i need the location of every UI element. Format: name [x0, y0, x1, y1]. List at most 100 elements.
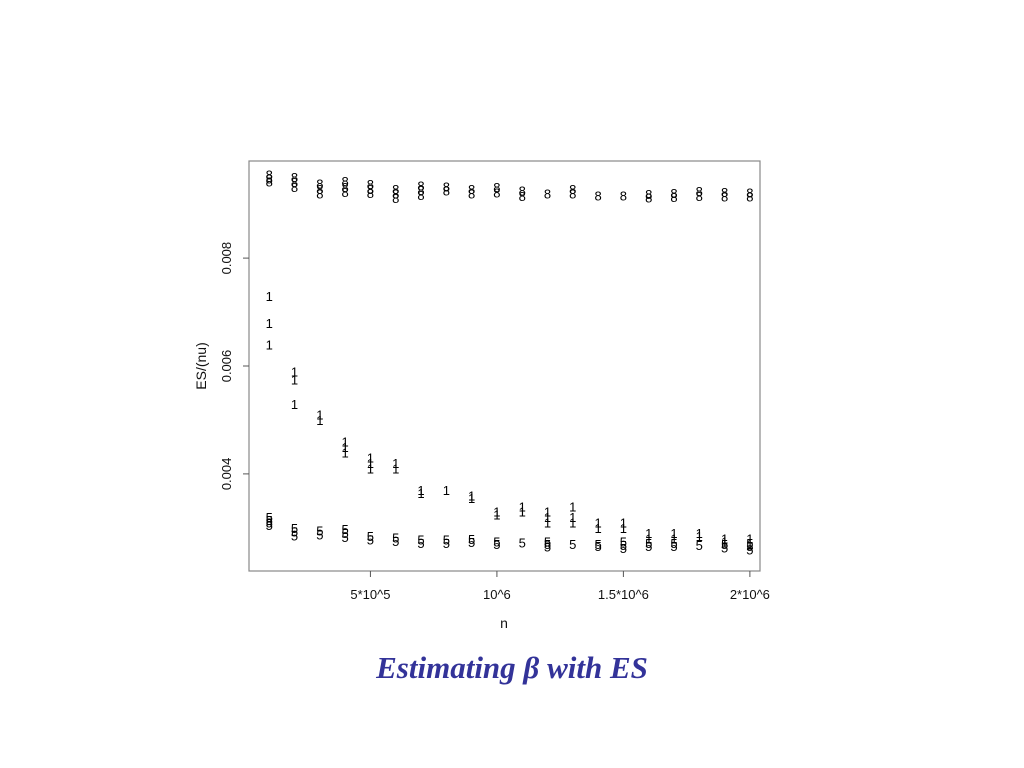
data-point: 5	[519, 535, 526, 550]
data-point: 8	[291, 175, 298, 190]
data-point: 1	[367, 451, 374, 466]
data-point: 8	[392, 186, 399, 201]
data-point: 1	[594, 521, 601, 536]
x-tick-label: 2*10^6	[730, 587, 770, 602]
data-point: 5	[291, 528, 298, 543]
data-point: 1	[746, 532, 753, 547]
data-point: 1	[291, 372, 298, 387]
data-point: 5	[544, 537, 551, 552]
data-point: 1	[443, 483, 450, 498]
y-tick-label: 0.004	[219, 458, 234, 491]
data-point: 8	[417, 183, 424, 198]
data-point: 1	[417, 486, 424, 501]
data-point: 8	[316, 182, 323, 197]
data-point: 8	[746, 190, 753, 205]
y-axis-label: ES/(nu)	[193, 342, 209, 389]
data-point: 5	[721, 540, 728, 555]
data-point: 5	[670, 536, 677, 551]
plot-frame	[248, 160, 761, 572]
data-point: 1	[468, 488, 475, 503]
data-point: 1	[342, 435, 349, 450]
data-point: 8	[468, 186, 475, 201]
x-axis: 5*10^5 10^6 1.5*10^6 2*10^6	[350, 571, 770, 602]
data-point: 1	[594, 515, 601, 530]
data-point: 8	[594, 189, 601, 204]
data-point: 8	[721, 185, 728, 200]
data-point: 8	[493, 185, 500, 200]
data-point: 8	[645, 191, 652, 206]
data-point: 5	[746, 542, 753, 557]
data-point: 1	[721, 534, 728, 549]
data-point: 5	[443, 536, 450, 551]
data-point: 1	[519, 505, 526, 520]
beta-symbol: β	[523, 650, 540, 685]
data-point: 5	[392, 531, 399, 546]
data-point: 8	[316, 177, 323, 192]
data-point: 8	[367, 186, 374, 201]
data-point: 5	[266, 518, 273, 533]
chart: 5*10^5 10^6 1.5*10^6 2*10^6 0.004 0.006 0.008…	[193, 160, 770, 631]
data-point: 8	[291, 170, 298, 185]
data-point: 1	[696, 526, 703, 541]
data-point: 8	[696, 189, 703, 204]
data-point: 5	[645, 539, 652, 554]
data-point: 1	[367, 456, 374, 471]
data-point: 5	[316, 524, 323, 539]
x-tick-label: 1.5*10^6	[598, 587, 649, 602]
data-point: 5	[266, 515, 273, 530]
x-axis-label: n	[500, 615, 508, 631]
data-point: 8	[342, 174, 349, 189]
data-point: 8	[746, 185, 753, 200]
data-point: 1	[316, 408, 323, 423]
caption-text-end: with ES	[547, 650, 648, 685]
data-point: 5	[620, 534, 627, 549]
data-point: 8	[519, 184, 526, 199]
data-point: 8	[392, 191, 399, 206]
data-point: 1	[569, 515, 576, 530]
data-point: 8	[266, 171, 273, 186]
data-point: 8	[266, 175, 273, 190]
data-point: 8	[417, 188, 424, 203]
x-tick-label: 10^6	[483, 587, 511, 602]
data-point: 5	[342, 526, 349, 541]
data-point: 1	[342, 445, 349, 460]
data-point: 8	[696, 184, 703, 199]
data-point: 1	[468, 491, 475, 506]
data-point: 1	[493, 505, 500, 520]
data-point: 1	[746, 537, 753, 552]
data-point: 1	[519, 499, 526, 514]
data-point: 5	[569, 537, 576, 552]
data-point: 5	[291, 525, 298, 540]
data-point: 1	[544, 505, 551, 520]
data-point: 5	[746, 539, 753, 554]
data-point: 8	[544, 186, 551, 201]
data-point: 8	[342, 180, 349, 195]
data-point: 5	[544, 534, 551, 549]
data-point: 5	[721, 537, 728, 552]
data-point: 8	[342, 185, 349, 200]
data-point: 5	[367, 529, 374, 544]
data-point: 1	[620, 515, 627, 530]
data-point: 1	[569, 510, 576, 525]
y-axis: 0.004 0.006 0.008	[219, 242, 249, 490]
data-point: 5	[696, 538, 703, 553]
data-point: 1	[544, 510, 551, 525]
data-point: 1	[342, 440, 349, 455]
data-point: 1	[696, 529, 703, 544]
data-point: 5	[544, 540, 551, 555]
data-point: 5	[367, 533, 374, 548]
caption-text-start: Estimating	[376, 650, 516, 685]
data-point: 8	[367, 182, 374, 197]
data-point: 5	[443, 533, 450, 548]
data-point: 8	[670, 186, 677, 201]
data-point: 8	[392, 182, 399, 197]
data-point: 5	[468, 532, 475, 547]
data-point: 5	[594, 539, 601, 554]
data-point: 5	[670, 539, 677, 554]
data-point: 8	[443, 184, 450, 199]
data-point: 8	[569, 186, 576, 201]
data-point: 8	[670, 190, 677, 205]
data-point: 5	[493, 537, 500, 552]
data-point: 8	[519, 189, 526, 204]
